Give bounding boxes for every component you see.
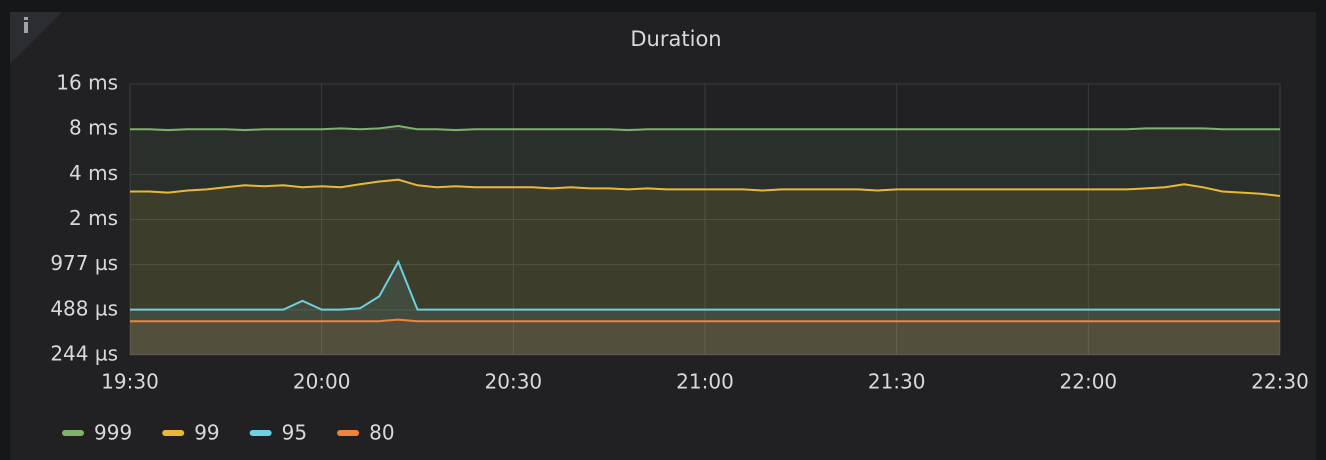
y-tick-label: 488 µs [50, 296, 118, 320]
x-tick-label: 20:00 [293, 370, 351, 394]
series-line [130, 124, 1280, 132]
x-tick-label: 22:30 [1251, 370, 1309, 394]
series-area [130, 179, 1280, 355]
series-area [130, 261, 1280, 355]
x-tick-label: 21:30 [868, 370, 926, 394]
y-tick-label: 8 ms [69, 116, 118, 140]
info-icon[interactable] [24, 22, 28, 33]
legend-label[interactable]: 80 [369, 421, 394, 445]
series-area [130, 126, 1280, 355]
legend-swatch[interactable] [162, 430, 185, 436]
legend-swatch[interactable] [249, 430, 272, 436]
legend-swatch[interactable] [62, 430, 84, 436]
legend-label[interactable]: 95 [282, 421, 307, 445]
info-corner[interactable] [10, 12, 62, 64]
x-tick-label: 20:30 [485, 370, 543, 394]
panel [10, 12, 1316, 460]
legend-label[interactable]: 99 [194, 421, 219, 445]
y-tick-label: 977 µs [50, 251, 118, 275]
info-icon-dot [24, 17, 28, 20]
series-line [130, 318, 1280, 323]
y-tick-label: 4 ms [69, 161, 118, 185]
legend-swatch[interactable] [337, 430, 360, 436]
y-tick-label: 244 µs [50, 342, 118, 366]
x-tick-label: 19:30 [101, 370, 159, 394]
x-tick-label: 22:00 [1060, 370, 1118, 394]
series-line [130, 178, 1281, 197]
x-tick-label: 21:00 [676, 370, 734, 394]
series-line [130, 259, 1280, 311]
legend-label[interactable]: 999 [94, 421, 132, 445]
y-tick-label: 2 ms [69, 206, 118, 230]
series-area [130, 319, 1280, 355]
chart-title: Duration [630, 27, 721, 51]
y-tick-label: 16 ms [56, 71, 118, 95]
